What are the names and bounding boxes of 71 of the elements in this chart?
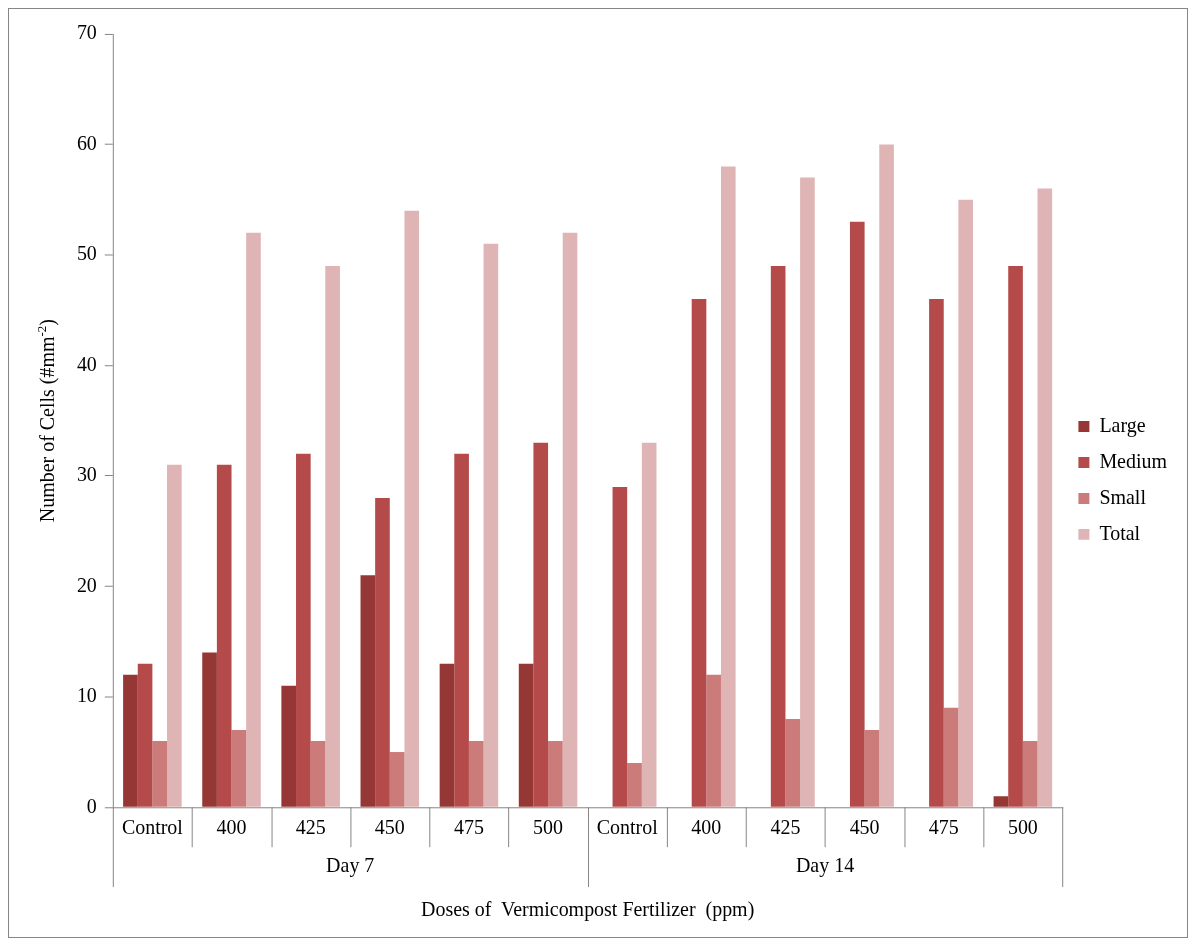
legend-label: Small [1099, 485, 1147, 508]
y-tick-label: 20 [76, 573, 97, 596]
x-tick-label: 500 [533, 816, 564, 839]
bar [849, 221, 865, 807]
x-tick-label: 500 [1007, 816, 1038, 839]
bar [281, 685, 297, 807]
bar [800, 177, 815, 807]
bar [483, 243, 499, 807]
bar [993, 796, 1009, 807]
bar [943, 707, 959, 807]
bar [562, 232, 578, 807]
bar [454, 453, 469, 807]
x-tick-label: 475 [928, 816, 959, 839]
x-tick-label: 400 [691, 816, 722, 839]
bar [231, 729, 247, 807]
bar [360, 575, 376, 807]
legend-label: Total [1099, 521, 1141, 544]
bar [1008, 265, 1023, 807]
bar [929, 299, 944, 807]
bar [325, 265, 340, 807]
bar [389, 752, 405, 807]
bar [216, 464, 232, 807]
bar [310, 740, 326, 807]
bar [296, 453, 311, 807]
bar [202, 652, 217, 807]
bar [123, 674, 138, 807]
bar [518, 663, 534, 807]
x-tick-label: 425 [295, 816, 326, 839]
x-tick-label: 450 [849, 816, 880, 839]
x-tick-label: 425 [770, 816, 801, 839]
y-tick-label: 70 [76, 21, 97, 44]
bar [167, 464, 182, 807]
bar [879, 144, 894, 807]
bar [404, 210, 420, 807]
text: Day 14 [795, 854, 855, 878]
bar [246, 232, 261, 807]
x-tick-label: Control [596, 816, 659, 839]
bar [785, 718, 801, 807]
legend-label: Large [1099, 413, 1146, 437]
bar [612, 486, 628, 807]
bar [958, 199, 974, 807]
y-tick-label: 40 [76, 352, 97, 375]
bar [691, 299, 707, 807]
legend-label: Medium [1099, 449, 1168, 472]
bar [706, 674, 721, 807]
bar [1037, 188, 1053, 807]
y-tick-label: 50 [76, 242, 97, 265]
bar [770, 265, 786, 807]
bar [468, 740, 484, 807]
x-tick-label: 450 [374, 816, 405, 839]
x-tick-label: 400 [216, 816, 247, 839]
x-tick-label: 475 [453, 816, 484, 839]
y-axis-title: Number of Cells (#mm-2) [33, 319, 59, 523]
bar [152, 740, 168, 807]
y-tick-label: 10 [76, 684, 97, 707]
bar [627, 763, 642, 807]
y-tick-label: 60 [76, 131, 97, 154]
bar [720, 166, 736, 807]
bar [137, 663, 153, 807]
bar [1022, 740, 1038, 807]
bar [439, 663, 455, 807]
x-tick-label: Control [121, 816, 184, 839]
y-tick-label: 0 [86, 794, 97, 817]
bar [375, 497, 390, 807]
bar [548, 740, 563, 807]
bar [864, 729, 880, 807]
y-tick-label: 30 [76, 463, 97, 486]
bar [533, 442, 549, 807]
x-axis-title: Doses of Vermicompost Fertilizer (ppm) [420, 898, 755, 922]
bar [641, 442, 657, 807]
text: Day 7 [326, 854, 375, 878]
